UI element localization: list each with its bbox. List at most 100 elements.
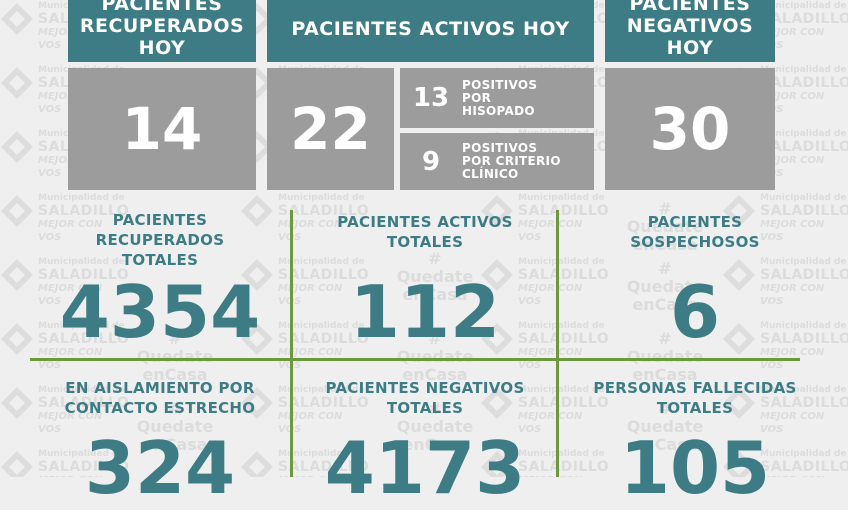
aislamiento-label: EN AISLAMIENTO POR CONTACTO ESTRECHO (40, 378, 280, 418)
negativos-totales-label: PACIENTES NEGATIVOS TOTALES (300, 378, 550, 418)
fallecidas-value: 105 (619, 426, 771, 510)
quedate-encasa-watermark: # Quedate enCasa (626, 199, 704, 254)
municipal-logo-icon (481, 323, 513, 355)
negativos-hoy-value: 30 (605, 68, 775, 190)
clinico-line3: CLÍNICO (462, 167, 519, 181)
municipal-logo-icon (1, 195, 33, 227)
recuperados-totales-label: PACIENTES RECUPERADOS TOTALES (40, 210, 280, 270)
municipal-logo-icon (1, 323, 33, 355)
municipal-logo-icon (481, 259, 513, 291)
municipal-logo-icon (241, 387, 273, 419)
quedate-encasa-watermark: # Quedate enCasa (136, 329, 214, 384)
negativos-hoy-line3: HOY (666, 37, 714, 59)
quedate-encasa-watermark: # Quedate enCasa (396, 249, 474, 304)
recuperados-totales-line3: TOTALES (121, 251, 199, 269)
activos-hoy-hisopado: 13 POSITIVOS POR HISOPADO (400, 68, 594, 128)
negativos-hoy-line2: NEGATIVOS (626, 15, 754, 37)
municipal-logo-icon (723, 323, 755, 355)
municipal-logo-icon (1, 259, 33, 291)
quedate-encasa-watermark: # Quedate enCasa (396, 399, 474, 454)
municipal-logo-icon (723, 195, 755, 227)
aislamiento-line2: CONTACTO ESTRECHO (64, 399, 256, 417)
fallecidas-line1: PERSONAS FALLECIDAS (593, 379, 797, 397)
municipal-logo-icon (723, 387, 755, 419)
recuperados-hoy-line2: RECUPERADOS (79, 15, 245, 37)
activos-hoy-header: PACIENTES ACTIVOS HOY (267, 0, 594, 62)
quedate-encasa-watermark: # Quedate enCasa (626, 329, 704, 384)
hisopado-line1: POSITIVOS (462, 77, 538, 92)
negativos-totales-line1: PACIENTES NEGATIVOS (325, 379, 525, 397)
activos-totales-label: PACIENTES ACTIVOS TOTALES (300, 212, 550, 252)
negativos-totales-value: 4173 (324, 426, 526, 510)
fallecidas-line2: TOTALES (656, 399, 734, 417)
negativos-hoy-line1: PACIENTES (629, 0, 751, 15)
municipal-logo-icon (723, 451, 755, 477)
grid-line-horizontal (30, 358, 800, 361)
clinico-value: 9 (421, 146, 441, 177)
municipal-logo-icon (1, 387, 33, 419)
grid-line-vertical-left (290, 210, 293, 477)
sospechosos-line2: SOSPECHOSOS (630, 233, 760, 251)
recuperados-hoy-header: PACIENTES RECUPERADOS HOY (68, 0, 256, 62)
activos-totales-value: 112 (349, 270, 501, 354)
negativos-hoy-header: PACIENTES NEGATIVOS HOY (605, 0, 775, 62)
municipal-logo-icon (1, 131, 33, 163)
activos-totales-line2: TOTALES (386, 233, 464, 251)
clinico-line2: POR CRITERIO (462, 154, 561, 168)
hisopado-value: 13 (412, 83, 450, 113)
municipal-logo-icon (241, 323, 273, 355)
clinico-line1: POSITIVOS (462, 141, 538, 155)
sospechosos-line1: PACIENTES (647, 213, 743, 231)
municipal-logo-icon (241, 451, 273, 477)
activos-hoy-clinico: 9 POSITIVOS POR CRITERIO CLÍNICO (400, 133, 594, 190)
sospechosos-value: 6 (669, 270, 721, 354)
aislamiento-line1: EN AISLAMIENTO POR (65, 379, 255, 397)
municipal-logo-icon (1, 67, 33, 99)
activos-totales-line1: PACIENTES ACTIVOS (337, 213, 513, 231)
quedate-encasa-watermark: # Quedate enCasa (396, 329, 474, 384)
activos-hoy-value: 22 (267, 68, 394, 190)
municipal-logo-icon (481, 195, 513, 227)
recuperados-hoy-value: 14 (68, 68, 256, 190)
municipal-logo-icon (241, 195, 273, 227)
recuperados-totales-value: 4354 (59, 270, 261, 354)
municipal-logo-icon (241, 259, 273, 291)
hisopado-line2: POR (462, 90, 492, 105)
municipal-logo-icon (481, 451, 513, 477)
municipal-logo-icon (1, 3, 33, 35)
hisopado-line3: HISOPADO (462, 103, 535, 118)
